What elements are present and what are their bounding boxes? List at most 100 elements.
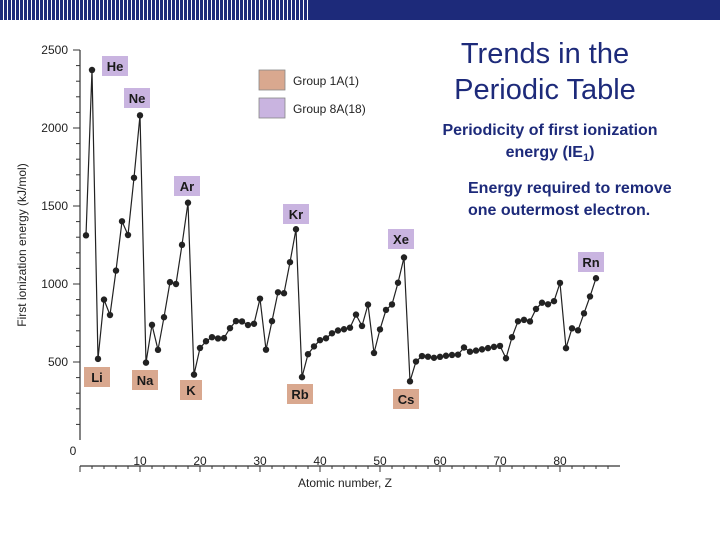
element-label: K [186, 383, 196, 398]
data-point [508, 333, 516, 341]
element-label: Na [137, 373, 154, 388]
data-point [220, 334, 228, 342]
slide-title: Trends in the Periodic Table [425, 36, 665, 108]
data-point [364, 301, 372, 308]
header-bar [0, 0, 720, 20]
data-point [334, 327, 342, 334]
data-point [352, 311, 360, 318]
element-label-box [578, 252, 604, 272]
data-point [586, 293, 594, 300]
element-label-box [283, 204, 309, 224]
y-tick-label: 1000 [41, 277, 68, 291]
data-point [490, 343, 498, 351]
data-point [172, 280, 180, 288]
element-label: Ne [129, 91, 146, 106]
data-point [412, 358, 420, 365]
data-point [112, 267, 120, 274]
x-tick-label: 40 [313, 454, 327, 468]
data-point [310, 343, 318, 350]
data-point [130, 174, 138, 181]
x-tick-label: 20 [193, 454, 207, 468]
data-point [304, 351, 312, 358]
data-point [238, 318, 246, 325]
element-label: He [107, 59, 124, 74]
element-label: Rb [291, 387, 308, 402]
data-point [268, 317, 276, 325]
data-point [262, 346, 270, 353]
data-point [124, 231, 132, 239]
slide-title-line1: Trends in the [460, 38, 630, 70]
data-point [478, 346, 486, 353]
element-label: Xe [393, 232, 409, 247]
data-point [568, 325, 576, 332]
data-point [514, 318, 522, 325]
data-point [376, 326, 384, 333]
data-point [292, 226, 300, 233]
element-label-box [102, 56, 128, 76]
data-point [592, 275, 600, 282]
element-label: Rn [582, 255, 599, 270]
data-point [232, 317, 240, 325]
data-point [448, 351, 456, 359]
data-point [142, 359, 150, 366]
data-point [160, 314, 168, 321]
data-point [382, 306, 390, 314]
x-tick-label: 30 [253, 454, 267, 468]
data-point [346, 324, 354, 331]
data-point [94, 355, 102, 363]
y-tick-label: 2500 [41, 43, 68, 57]
x-tick-label: 10 [133, 454, 147, 468]
data-point [526, 318, 534, 325]
data-point [226, 324, 234, 332]
data-point [454, 351, 462, 358]
data-point [502, 355, 510, 362]
data-point [244, 321, 252, 329]
y-tick-label: 1500 [41, 199, 68, 213]
subtitle-text: Periodicity of first ionization energy (… [442, 122, 658, 161]
y-tick-label: 500 [48, 355, 68, 369]
data-point [550, 297, 558, 305]
element-label: Li [91, 370, 103, 385]
data-point [574, 327, 582, 334]
y-axis-label: First ionization energy (kJ/mol) [15, 163, 29, 326]
element-label: Cs [398, 392, 415, 407]
data-point [190, 371, 198, 378]
element-label-box [388, 229, 414, 249]
element-label: Ar [180, 179, 194, 194]
element-label-box [287, 384, 313, 404]
header-bar-solid [310, 0, 720, 20]
data-point [214, 335, 222, 342]
data-point [256, 295, 264, 302]
data-point [328, 330, 336, 337]
data-point [400, 254, 408, 261]
slide-note: Energy required to remove one outermost … [468, 180, 672, 219]
subtitle-end: ) [589, 144, 595, 161]
legend-swatch [258, 69, 286, 91]
data-point [520, 316, 528, 324]
legend-label: Group 1A(1) [293, 74, 359, 88]
data-point [544, 301, 552, 308]
data-point [370, 349, 378, 357]
subtitle-subscript: 1 [582, 152, 590, 165]
data-point [532, 305, 540, 313]
data-point [106, 311, 114, 319]
x-tick-label: 80 [553, 454, 567, 468]
data-point [418, 352, 426, 360]
legend-label: Group 8A(18) [293, 102, 366, 116]
data-point [484, 344, 492, 352]
data-point [460, 344, 468, 351]
element-label-box [132, 370, 158, 390]
data-point [202, 338, 210, 345]
element-label-box [393, 389, 419, 409]
data-point [196, 344, 204, 352]
data-point [136, 112, 144, 119]
data-point [250, 320, 258, 327]
data-point [118, 218, 126, 225]
x-axis-label: Atomic number, Z [298, 476, 392, 490]
data-point [178, 241, 186, 249]
x-tick-label: 0 [70, 444, 77, 458]
data-point [316, 336, 324, 344]
element-label-box [180, 380, 202, 400]
slide-subtitle: Periodicity of first ionization energy (… [420, 120, 680, 169]
data-point [562, 344, 570, 352]
